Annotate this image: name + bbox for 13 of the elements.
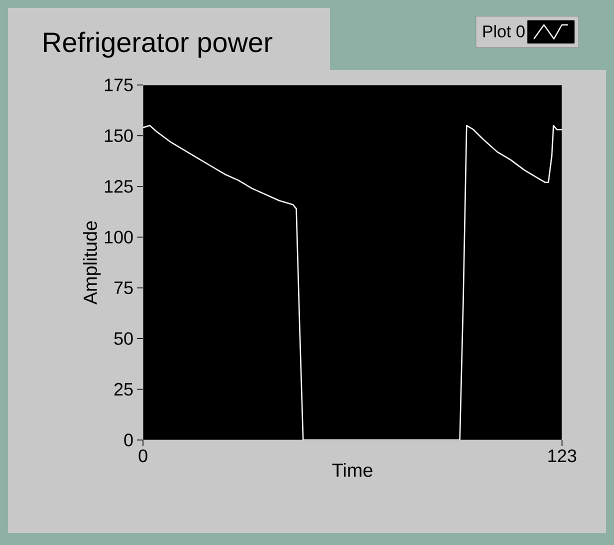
y-tick-label: 125 xyxy=(104,180,133,193)
y-tick-label: 150 xyxy=(104,129,133,142)
y-tick-label: 50 xyxy=(114,332,133,345)
x-axis-title: Time xyxy=(332,463,372,477)
chart-title: Refrigerator power xyxy=(44,32,272,58)
x-tick-label: 123 xyxy=(548,449,576,462)
y-tick-label: 25 xyxy=(114,382,133,396)
y-tick-label: 75 xyxy=(114,282,133,294)
y-tick-label: 175 xyxy=(104,78,133,92)
y-tick-label: 100 xyxy=(104,230,133,244)
legend-label: Plot 0 xyxy=(483,24,525,38)
y-axis-title: Amplitude xyxy=(83,221,101,305)
y-tick-label: 0 xyxy=(124,434,133,446)
